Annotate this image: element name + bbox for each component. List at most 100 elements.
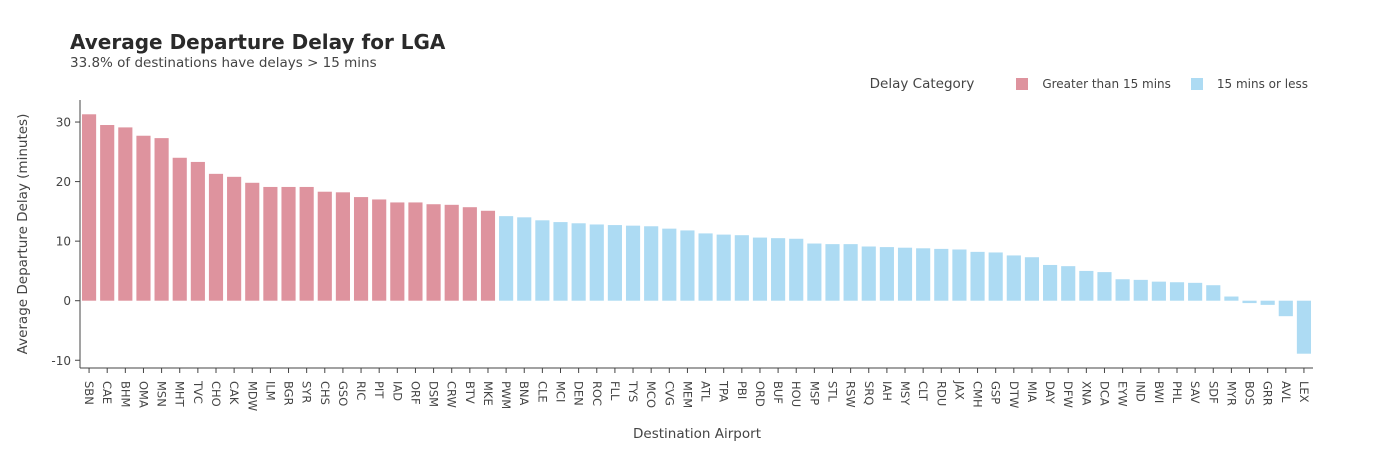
bar-iah[interactable] (879, 247, 894, 301)
x-tick-label: BNA (517, 381, 531, 405)
bar-cvg[interactable] (662, 228, 677, 301)
x-tick-label: MYR (1224, 381, 1238, 406)
bar-pit[interactable] (372, 199, 387, 301)
bar-sdf[interactable] (1206, 285, 1221, 301)
bar-syr[interactable] (299, 186, 314, 301)
bar-mke[interactable] (480, 210, 496, 301)
y-tick-label: 30 (56, 116, 71, 130)
bar-pwm[interactable] (499, 216, 514, 301)
bar-day[interactable] (1043, 264, 1058, 301)
legend-title: Delay Category (869, 76, 975, 92)
x-tick-label: IAH (880, 381, 894, 401)
bar-ind[interactable] (1133, 279, 1148, 301)
bar-jax[interactable] (952, 249, 967, 301)
bar-roc[interactable] (589, 224, 604, 301)
legend-label-less: 15 mins or less (1216, 77, 1308, 91)
bar-cak[interactable] (227, 176, 242, 301)
legend-label-greater: Greater than 15 mins (1042, 77, 1171, 91)
bar-msp[interactable] (807, 243, 822, 301)
x-tick-label: BWI (1152, 381, 1166, 403)
x-tick-label: MCO (644, 381, 658, 408)
bar-tpa[interactable] (716, 234, 731, 301)
bar-mem[interactable] (680, 230, 695, 301)
bar-mci[interactable] (553, 222, 568, 301)
bar-xna[interactable] (1079, 270, 1094, 301)
bar-tys[interactable] (625, 225, 641, 301)
x-tick-label: SYR (300, 381, 314, 403)
bar-mco[interactable] (644, 226, 659, 301)
bar-msy[interactable] (897, 247, 913, 301)
bar-dfw[interactable] (1061, 266, 1076, 301)
bar-tvc[interactable] (190, 161, 205, 301)
bar-rdu[interactable] (934, 248, 949, 301)
x-tick-label: DSM (427, 381, 441, 407)
bar-mdw[interactable] (245, 182, 260, 301)
bar-pbi[interactable] (734, 235, 749, 301)
bar-buf[interactable] (771, 238, 786, 301)
bar-eyw[interactable] (1115, 279, 1130, 301)
bar-mia[interactable] (1024, 257, 1040, 301)
bar-btv[interactable] (462, 207, 477, 301)
x-tick-label: BHM (118, 381, 132, 407)
bar-ord[interactable] (752, 237, 768, 301)
bar-avl[interactable] (1278, 300, 1293, 317)
bar-srq[interactable] (861, 246, 876, 301)
bar-hou[interactable] (789, 238, 804, 301)
bar-phl[interactable] (1169, 282, 1185, 301)
x-tick-label: JAX (952, 380, 966, 400)
bar-den[interactable] (571, 223, 586, 301)
bar-crw[interactable] (444, 204, 459, 301)
bar-cmh[interactable] (970, 251, 985, 301)
bar-bna[interactable] (517, 217, 532, 301)
x-tick-label: HOU (789, 381, 803, 407)
bar-gso[interactable] (335, 192, 350, 301)
bar-stl[interactable] (825, 244, 840, 301)
x-tick-label: ROC (590, 381, 604, 406)
bar-iad[interactable] (390, 202, 405, 301)
bar-msn[interactable] (154, 138, 169, 301)
bar-gsp[interactable] (988, 252, 1003, 301)
x-tick-label: BOS (1243, 381, 1257, 405)
x-tick-label: GRR (1261, 381, 1275, 406)
bar-lex[interactable] (1296, 300, 1312, 354)
x-tick-label: MDW (245, 381, 259, 411)
x-tick-label: CLE (535, 381, 549, 403)
bar-oma[interactable] (136, 135, 151, 301)
legend-item-greater[interactable]: Greater than 15 mins (1016, 77, 1171, 91)
bar-myr[interactable] (1224, 296, 1239, 301)
x-tick-label: MSN (155, 381, 169, 407)
x-tick-label: ORD (753, 381, 767, 407)
bar-dsm[interactable] (426, 204, 441, 301)
bar-grr[interactable] (1260, 300, 1275, 305)
x-tick-label: DTW (1007, 381, 1021, 408)
x-tick-label: SAV (1188, 381, 1202, 404)
bar-bwi[interactable] (1151, 281, 1166, 301)
x-tick-label: RDU (934, 381, 948, 406)
bar-mht[interactable] (172, 157, 187, 301)
bar-cle[interactable] (535, 220, 550, 301)
y-axis-label: Average Departure Delay (minutes) (15, 114, 31, 355)
bar-clt[interactable] (916, 248, 931, 301)
bar-sav[interactable] (1188, 282, 1203, 301)
bar-dtw[interactable] (1006, 255, 1021, 301)
bar-orf[interactable] (408, 202, 423, 301)
bar-bhm[interactable] (118, 127, 133, 301)
bar-bos[interactable] (1242, 300, 1257, 304)
bar-bgr[interactable] (281, 186, 296, 301)
x-tick-label: DFW (1061, 381, 1075, 408)
bar-sbn[interactable] (81, 114, 97, 301)
bar-cho[interactable] (208, 173, 224, 301)
x-tick-label: DEN (572, 381, 586, 406)
x-tick-label: RSW (844, 381, 858, 408)
bar-ric[interactable] (353, 197, 369, 301)
bar-dca[interactable] (1097, 272, 1112, 301)
bar-chs[interactable] (317, 191, 332, 301)
bar-rsw[interactable] (843, 244, 858, 301)
x-tick-label: AVL (1279, 381, 1293, 403)
bar-atl[interactable] (698, 233, 713, 301)
x-tick-label: ILM (263, 381, 277, 401)
bar-cae[interactable] (100, 125, 115, 301)
bar-fll[interactable] (607, 225, 622, 301)
bar-ilm[interactable] (263, 186, 278, 301)
legend-item-less[interactable]: 15 mins or less (1190, 77, 1308, 91)
